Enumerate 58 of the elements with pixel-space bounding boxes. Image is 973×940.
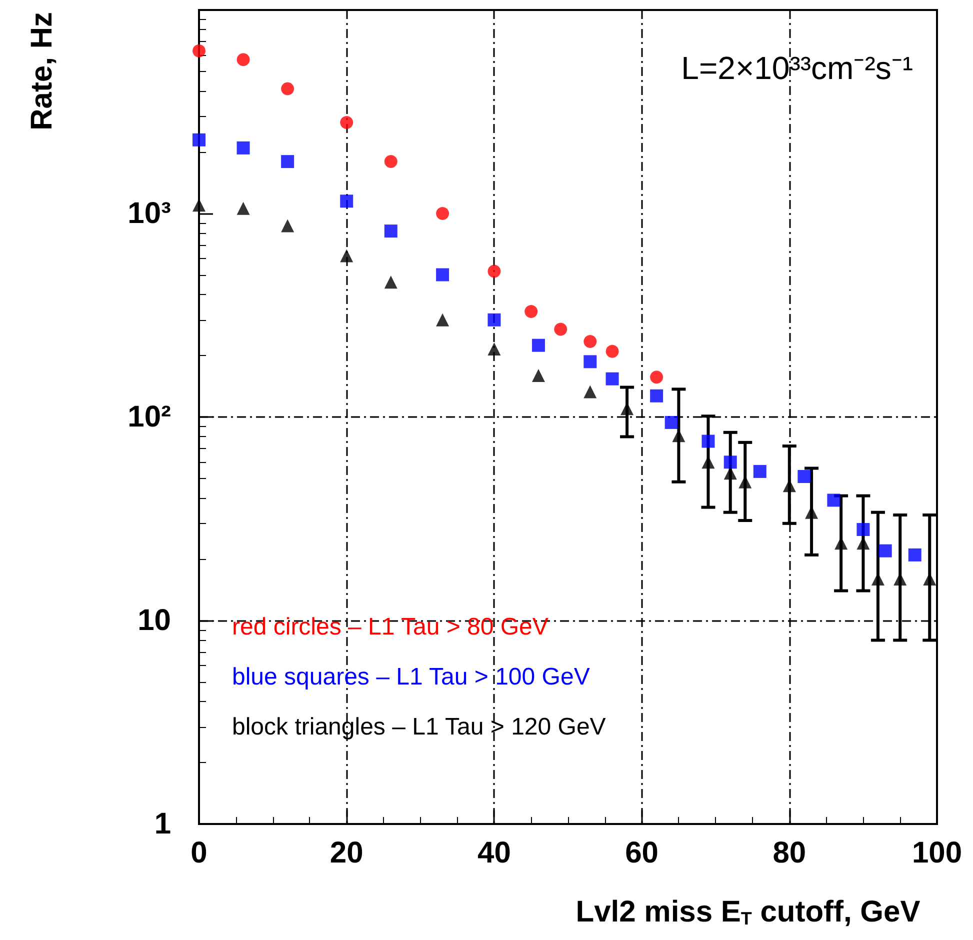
point	[192, 133, 206, 146]
x-tick-label: 60	[625, 836, 658, 870]
point	[192, 44, 206, 58]
point	[340, 116, 354, 129]
y-tick-label: 10³	[128, 197, 172, 230]
point	[281, 155, 294, 168]
point	[878, 544, 892, 558]
x-tick-label: 100	[912, 836, 962, 870]
x-tick-label: 0	[190, 836, 208, 870]
point	[664, 416, 678, 429]
point	[281, 82, 294, 96]
point	[532, 368, 545, 382]
y-tick-label: 10²	[128, 400, 172, 434]
y-axis-title: Rate, Hz	[26, 12, 58, 130]
point	[606, 344, 619, 358]
point	[908, 548, 922, 562]
point	[584, 385, 597, 398]
point	[702, 434, 715, 448]
x-tick-label: 20	[330, 836, 364, 870]
point	[753, 464, 766, 478]
point	[436, 268, 450, 282]
point	[488, 342, 501, 356]
point	[488, 264, 501, 278]
point	[488, 313, 501, 326]
point	[384, 224, 398, 238]
point	[554, 322, 568, 336]
point	[236, 141, 250, 154]
point	[827, 494, 840, 507]
point	[532, 338, 545, 352]
x-tick-label: 40	[478, 836, 511, 870]
point	[236, 53, 250, 66]
x-tick-label: 80	[772, 836, 806, 870]
point	[436, 207, 450, 220]
point	[798, 470, 811, 484]
point	[384, 276, 398, 289]
point	[281, 219, 294, 232]
point	[340, 249, 354, 262]
point	[436, 313, 450, 326]
point	[236, 202, 250, 215]
y-tick-label: 1	[154, 808, 171, 840]
point	[650, 370, 664, 384]
point	[724, 466, 737, 480]
text: red circles – L1 Tau > 80 GeV	[232, 614, 548, 640]
point	[606, 372, 619, 386]
text: block triangles – L1 Tau > 120 GeV	[232, 714, 606, 740]
point	[724, 456, 737, 469]
point	[340, 194, 354, 208]
point	[650, 389, 664, 402]
y-tick-label: 10	[138, 604, 171, 637]
point	[384, 155, 398, 168]
text: blue squares – L1 Tau > 100 GeV	[232, 664, 590, 690]
point	[856, 523, 870, 536]
x-axis-title: Lvl2 miss ET cutoff, GeV	[576, 895, 920, 928]
annotation: L=2×10³³cm⁻²s⁻¹	[681, 50, 913, 86]
point	[524, 304, 538, 318]
point	[584, 334, 597, 348]
point	[192, 198, 206, 212]
point	[584, 355, 597, 368]
